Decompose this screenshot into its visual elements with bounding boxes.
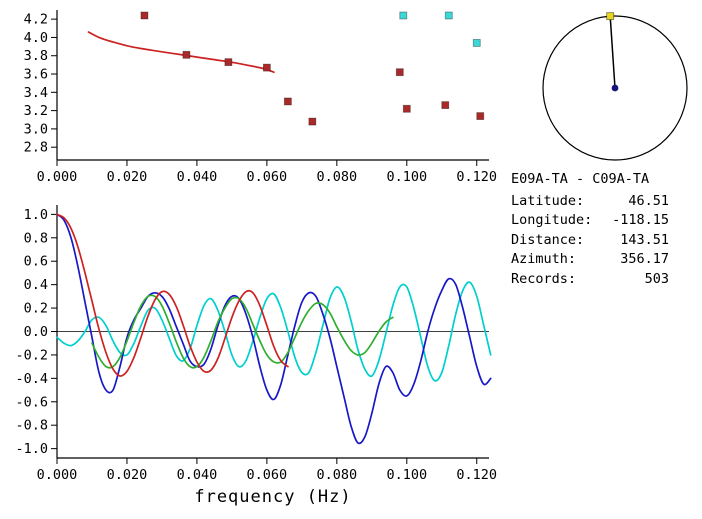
- y-tick-label: 3.6: [24, 67, 48, 83]
- accepted-picks-marker: [283, 97, 292, 106]
- x-tick-label: 0.000: [37, 467, 78, 483]
- y-tick-label: 0.8: [24, 230, 48, 246]
- info-value-distance: 143.51: [620, 231, 669, 248]
- accepted-picks-marker: [441, 101, 450, 110]
- x-tick-label: 0.020: [107, 467, 148, 483]
- info-label-records: Records:: [511, 270, 577, 287]
- accepted-picks-marker: [395, 68, 404, 77]
- x-tick-label: 0.020: [107, 169, 148, 185]
- blue-trace: [56, 213, 492, 445]
- info-row-distance: Distance: 143.51: [511, 231, 701, 251]
- alternate-picks-marker: [399, 11, 408, 20]
- info-value-azimuth: 356.17: [620, 251, 669, 267]
- accepted-picks-marker: [182, 50, 191, 59]
- phase-velocity-curve: [87, 31, 275, 74]
- info-value-latitude: 46.51: [628, 192, 669, 209]
- y-tick-label: -0.6: [15, 394, 48, 410]
- y-tick-label: 4.2: [24, 12, 48, 28]
- y-tick-label: 3.2: [24, 103, 48, 119]
- y-tick-label: -0.4: [15, 371, 48, 387]
- info-label-azimuth: Azimuth:: [511, 251, 577, 267]
- x-axis-title: frequency (Hz): [194, 487, 352, 507]
- alternate-picks-marker: [444, 11, 453, 20]
- y-tick-label: 0.6: [24, 254, 48, 270]
- info-value-longitude: -118.15: [612, 212, 669, 228]
- waveform-panel: 0.000 0.020 0.040 0.060 0.080 0.100 0.120 -1.0 -…: [15, 205, 497, 483]
- x-tick-label: 0.060: [247, 169, 288, 185]
- accepted-picks-marker: [224, 58, 233, 67]
- y-tick-label: 0.0: [24, 324, 48, 340]
- y-tick-label: 0.4: [24, 277, 48, 293]
- y-tick-label: -0.2: [15, 347, 48, 363]
- azimuth-pointer: [609, 16, 616, 89]
- info-row-longitude: Longitude: -118.15: [511, 211, 701, 231]
- green-trace: [91, 294, 394, 369]
- accepted-picks-marker: [262, 63, 271, 72]
- y-tick-label: 3.4: [24, 85, 48, 101]
- info-row-records: Records: 503: [511, 270, 701, 290]
- x-tick-label: 0.100: [386, 467, 427, 483]
- y-tick-label: 3.0: [24, 121, 48, 137]
- x-tick-label: 0.120: [456, 169, 497, 185]
- y-tick-label: -1.0: [15, 441, 48, 457]
- info-row-azimuth: Azimuth: 356.17: [511, 250, 701, 270]
- y-tick-label: 2.8: [24, 140, 48, 156]
- x-tick-label: 0.060: [247, 467, 288, 483]
- azimuth-dial: [542, 12, 688, 161]
- y-tick-label: 4.0: [24, 30, 48, 46]
- alternate-picks-marker: [472, 39, 481, 47]
- x-tick-label: 0.080: [317, 467, 358, 483]
- info-row-latitude: Latitude: 46.51: [511, 192, 701, 212]
- x-tick-label: 0.000: [37, 169, 78, 185]
- accepted-picks-marker: [308, 117, 317, 126]
- red-trace: [56, 213, 289, 377]
- accepted-picks-marker: [402, 104, 411, 113]
- station-info-panel: E09A-TA - C09A-TA Latitude: 46.51 Longitu…: [511, 170, 701, 289]
- y-tick-label: 1.0: [24, 207, 48, 223]
- y-tick-label: 3.8: [24, 48, 48, 64]
- info-label-distance: Distance:: [511, 231, 585, 248]
- x-tick-label: 0.080: [317, 169, 358, 185]
- y-tick-label: -0.8: [15, 418, 48, 434]
- x-tick-label: 0.040: [177, 169, 218, 185]
- x-tick-label: 0.100: [386, 169, 427, 185]
- y-tick-label: 0.2: [24, 301, 48, 317]
- info-label-latitude: Latitude:: [511, 192, 585, 209]
- dial-center-dot: [611, 84, 619, 92]
- x-tick-label: 0.040: [177, 467, 218, 483]
- station-pair-title: E09A-TA - C09A-TA: [511, 171, 650, 187]
- accepted-picks-marker: [476, 112, 485, 120]
- dispersion-panel: 0.000 0.020 0.040 0.060 0.080 0.100 0.120 2.8 3.…: [24, 10, 497, 185]
- cyan-trace: [56, 281, 492, 382]
- x-tick-label: 0.120: [456, 467, 497, 483]
- info-label-longitude: Longitude:: [511, 212, 593, 228]
- info-value-records: 503: [644, 270, 669, 287]
- accepted-picks-marker: [140, 11, 149, 20]
- azimuth-tip-marker: [606, 12, 615, 21]
